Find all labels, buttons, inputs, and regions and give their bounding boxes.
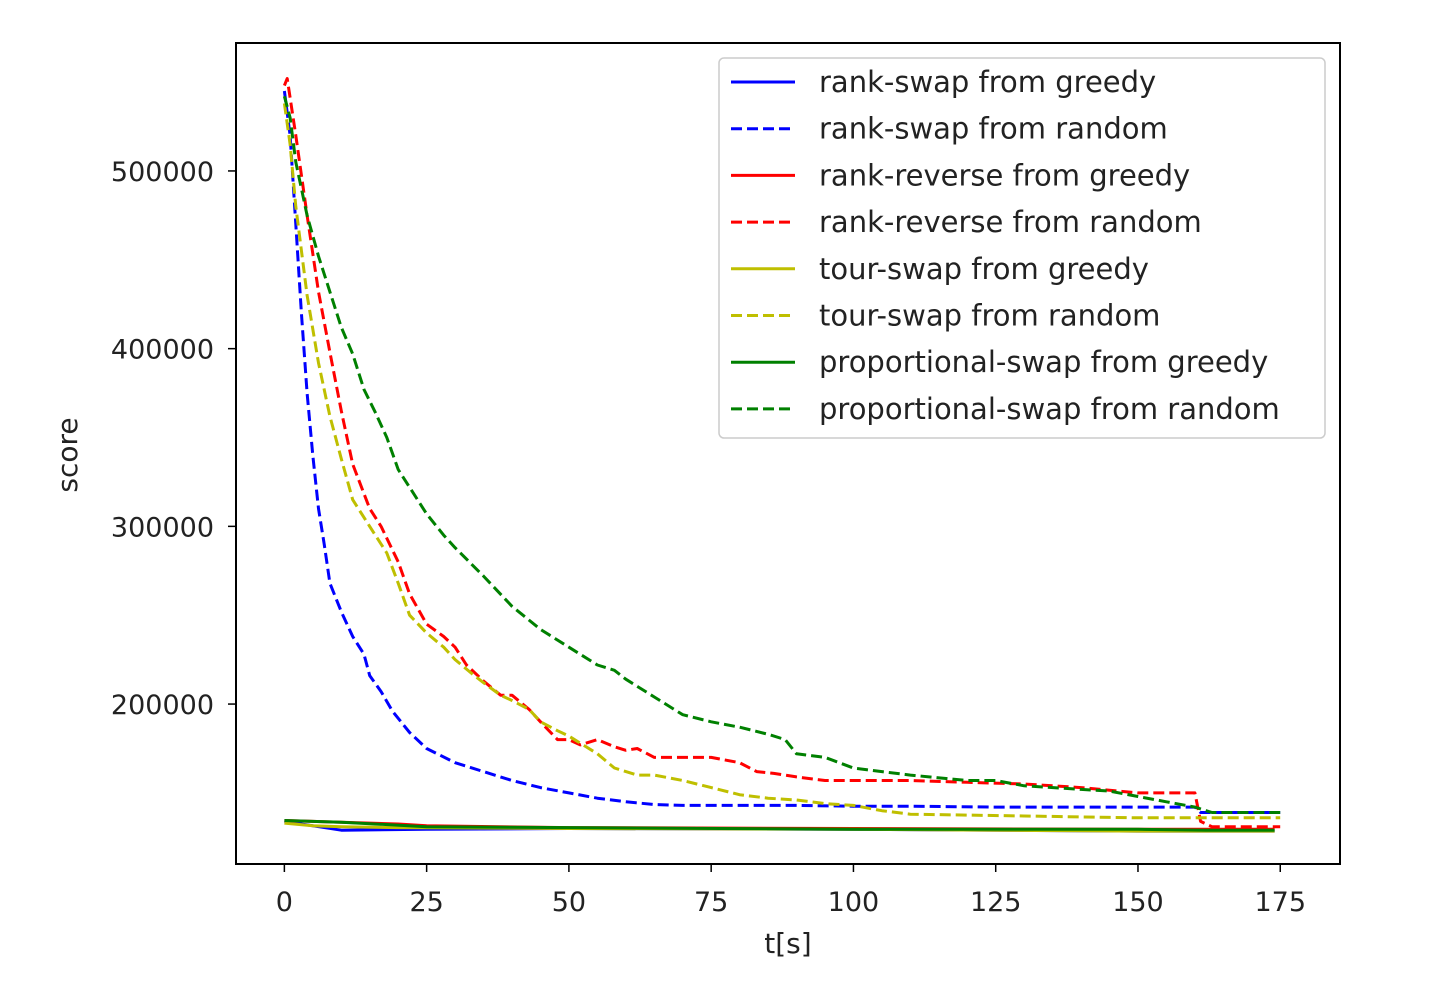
x-tick-label: 0 [276,887,293,918]
y-tick-label: 200000 [111,690,214,721]
legend-label: rank-swap from greedy [819,65,1156,99]
legend-label: tour-swap from greedy [819,252,1149,286]
series-line [283,77,1281,829]
series-line [282,103,1281,820]
legend-label: rank-reverse from random [819,205,1202,239]
y-axis: 200000 300000 400000 500000 [111,157,236,721]
legend-label: rank-swap from random [819,112,1168,146]
legend-box [718,57,1326,439]
plot-frame [235,42,1341,865]
series-line [282,90,1281,814]
x-tick-label: 100 [828,887,880,918]
x-tick-label: 150 [1112,887,1164,918]
legend: rank-swap from greedy rank-swap from rand… [718,57,1326,439]
y-axis-label: score [51,417,84,492]
x-tick-label: 25 [409,887,443,918]
x-axis: 0 25 50 75 100 125 150 175 [276,864,1306,918]
y-tick-label: 500000 [111,157,214,188]
y-tick-label: 400000 [111,335,214,366]
x-tick-label: 125 [970,887,1022,918]
x-tick-label: 175 [1254,887,1306,918]
series-line [282,95,1281,814]
legend-label: tour-swap from random [819,299,1160,333]
series-line [284,819,1275,832]
x-tick-label: 50 [552,887,586,918]
y-tick-label: 300000 [111,512,214,543]
x-tick-label: 75 [694,887,728,918]
series-layer [282,77,1281,833]
legend-label: proportional-swap from greedy [819,345,1268,379]
legend-label: proportional-swap from random [819,392,1280,426]
legend-label: rank-reverse from greedy [819,158,1190,192]
x-axis-label: t[s] [764,927,811,960]
